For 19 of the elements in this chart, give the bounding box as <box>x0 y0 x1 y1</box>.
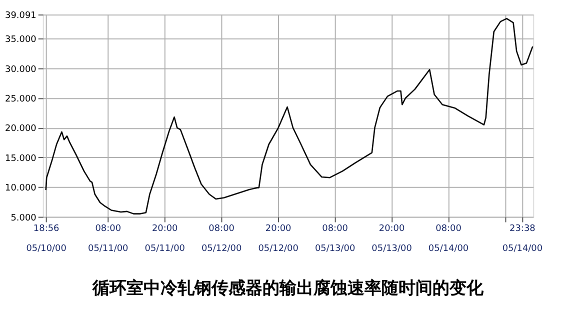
x-tick-label: 20:00 05/11/00 <box>144 224 186 254</box>
x-tick-label: 20:00 05/12/00 <box>258 224 299 254</box>
y-tick-label: 25.000 <box>5 94 37 105</box>
y-tick-label: 20.000 <box>5 124 37 134</box>
x-tick-label: 08:00 05/11/00 <box>88 224 129 254</box>
x-tick-label: 20:00 05/13/00 <box>372 224 412 254</box>
line-series <box>45 18 534 214</box>
y-tick-label: 10.000 <box>5 184 37 194</box>
y-tick-label: 39.091 <box>5 10 36 21</box>
y-tick-label: 15.000 <box>5 154 37 164</box>
x-tick-label: 08:00 05/13/00 <box>314 224 356 254</box>
x-tick-label: 08:00 05/14/00 <box>428 224 469 254</box>
x-tick-label: 18:56 05/10/00 <box>26 224 67 254</box>
x-tick-label: 08:00 05/12/00 <box>201 224 242 254</box>
y-tick-label: 5.000 <box>10 213 37 224</box>
y-tick-label: 35.000 <box>5 35 37 46</box>
x-tick-label: 23:38 05/14/00 <box>502 224 543 254</box>
y-tick-label: 30.000 <box>5 64 37 75</box>
text: 循环室中冷轧钢传感器的输出腐蚀速率随时间的变化 <box>91 278 484 298</box>
